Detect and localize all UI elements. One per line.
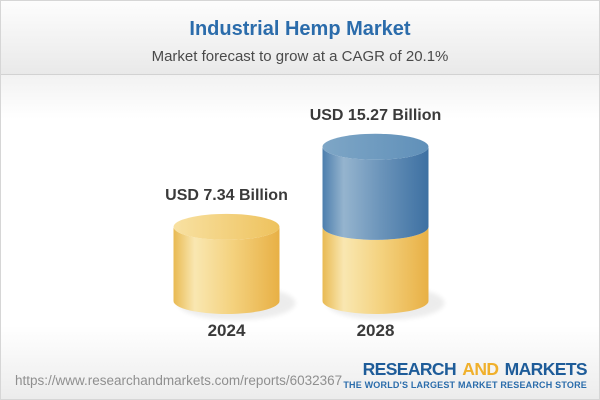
- report-url: https://www.researchandmarkets.com/repor…: [15, 373, 343, 388]
- cylinder-top-face: [322, 133, 429, 160]
- logo-wordmark: RESEARCH AND MARKETS: [343, 358, 588, 379]
- segment-base-2024: [322, 226, 429, 314]
- logo-word-markets: MARKETS: [504, 358, 588, 379]
- chart-header: Industrial Hemp Market Market forecast t…: [1, 1, 599, 75]
- segment-market-size-2024: [173, 226, 280, 314]
- bars-group: [173, 133, 445, 320]
- cylinder-bar-2028: [322, 133, 445, 320]
- chart-title: Industrial Hemp Market: [189, 18, 411, 40]
- axis-label-2028: 2028: [356, 321, 395, 340]
- logo-word-and: AND: [462, 358, 499, 379]
- cylinder-top-face: [173, 213, 280, 240]
- value-label-2024: USD 7.34 Billion: [165, 186, 288, 204]
- cylinder-bar-2024: [173, 213, 296, 320]
- axis-label-2024: 2024: [207, 321, 246, 340]
- chart-subtitle: Market forecast to grow at a CAGR of 20.…: [151, 48, 449, 65]
- segment-growth-2024-2028: [322, 146, 429, 240]
- value-label-2028: USD 15.27 Billion: [309, 106, 442, 124]
- research-and-markets-logo: RESEARCH AND MARKETS THE WORLD'S LARGEST…: [343, 358, 588, 391]
- logo-tagline: THE WORLD'S LARGEST MARKET RESEARCH STOR…: [343, 380, 587, 391]
- logo-word-research: RESEARCH: [362, 358, 457, 379]
